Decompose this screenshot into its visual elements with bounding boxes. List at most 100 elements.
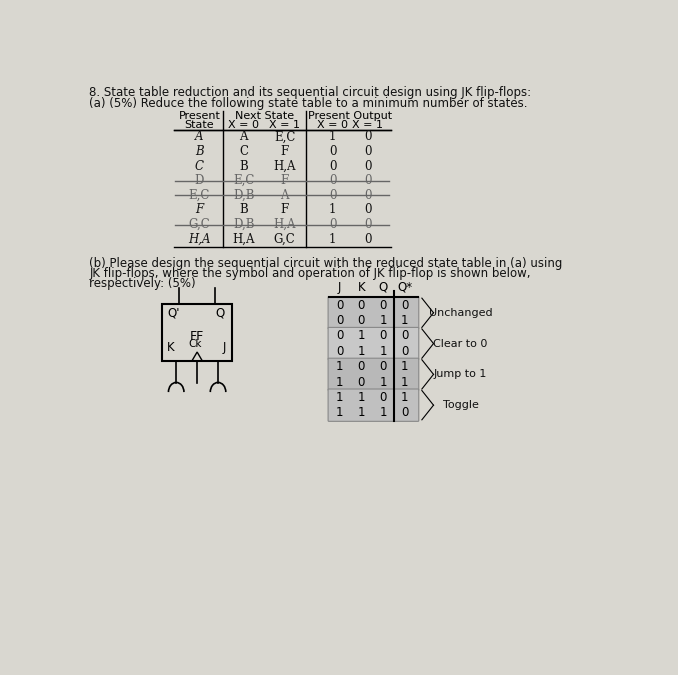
Text: 1: 1 — [380, 314, 387, 327]
Text: C: C — [195, 159, 204, 173]
Text: 0: 0 — [364, 159, 372, 173]
Text: C: C — [239, 145, 248, 158]
Text: (b) Please design the sequential circuit with the reduced state table in (a) usi: (b) Please design the sequential circuit… — [89, 257, 563, 270]
Text: J: J — [338, 281, 342, 294]
Text: 1: 1 — [336, 360, 344, 373]
Text: D,B: D,B — [233, 218, 254, 231]
Text: 1: 1 — [358, 345, 365, 358]
Text: 0: 0 — [380, 360, 387, 373]
Text: 0: 0 — [358, 375, 365, 389]
Text: 1: 1 — [329, 233, 336, 246]
Text: 0: 0 — [380, 329, 387, 342]
Text: 1: 1 — [401, 391, 409, 404]
Text: 0: 0 — [358, 298, 365, 312]
Text: 0: 0 — [364, 203, 372, 217]
Text: State: State — [184, 120, 214, 130]
Text: 0: 0 — [401, 329, 409, 342]
Text: 8. State table reduction and its sequential circuit design using JK flip-flops:: 8. State table reduction and its sequent… — [89, 86, 532, 99]
Text: X = 1: X = 1 — [352, 120, 383, 130]
Text: D: D — [195, 174, 204, 187]
Text: A: A — [281, 189, 289, 202]
Text: 1: 1 — [358, 391, 365, 404]
Text: 0: 0 — [336, 314, 344, 327]
Text: F: F — [195, 203, 203, 217]
FancyBboxPatch shape — [328, 327, 419, 360]
Text: E,C: E,C — [188, 189, 210, 202]
Text: 0: 0 — [364, 233, 372, 246]
Text: FF: FF — [190, 330, 204, 343]
Text: H,A: H,A — [273, 218, 296, 231]
Text: 0: 0 — [364, 174, 372, 187]
Text: B: B — [195, 145, 204, 158]
Text: Q*: Q* — [397, 281, 412, 294]
Text: Present Output: Present Output — [308, 111, 393, 121]
Text: A: A — [239, 130, 248, 143]
Text: 0: 0 — [364, 130, 372, 143]
Text: 0: 0 — [401, 345, 409, 358]
Text: respectively: (5%): respectively: (5%) — [89, 277, 196, 290]
Text: 1: 1 — [380, 375, 387, 389]
Text: F: F — [281, 145, 289, 158]
Text: D,B: D,B — [233, 189, 254, 202]
Text: E,C: E,C — [274, 130, 296, 143]
Text: Q: Q — [378, 281, 388, 294]
Text: 1: 1 — [358, 406, 365, 419]
Text: 0: 0 — [329, 189, 336, 202]
Text: A: A — [195, 130, 203, 143]
Bar — [162, 304, 232, 361]
Text: 0: 0 — [364, 145, 372, 158]
Text: 1: 1 — [401, 314, 409, 327]
Text: Clear to 0: Clear to 0 — [433, 339, 487, 348]
Text: 0: 0 — [401, 298, 409, 312]
Text: J: J — [222, 341, 226, 354]
FancyBboxPatch shape — [328, 358, 419, 391]
Text: X = 1: X = 1 — [269, 120, 300, 130]
Text: Q: Q — [215, 306, 224, 319]
Text: X = 0: X = 0 — [228, 120, 259, 130]
Text: H,A: H,A — [273, 159, 296, 173]
Text: B: B — [239, 203, 248, 217]
Text: 0: 0 — [364, 218, 372, 231]
Text: G,C: G,C — [274, 233, 296, 246]
Text: 0: 0 — [401, 406, 409, 419]
Text: H,A: H,A — [233, 233, 255, 246]
Text: 0: 0 — [336, 329, 344, 342]
Text: Unchanged: Unchanged — [428, 308, 492, 318]
Text: Q': Q' — [167, 306, 180, 319]
Text: 1: 1 — [336, 406, 344, 419]
Text: G,C: G,C — [188, 218, 210, 231]
Text: JK flip-flops, where the symbol and operation of JK flip-flop is shown below,: JK flip-flops, where the symbol and oper… — [89, 267, 531, 280]
Text: (a) (5%) Reduce the following state table to a minimum number of states.: (a) (5%) Reduce the following state tabl… — [89, 97, 528, 110]
Text: B: B — [239, 159, 248, 173]
Text: 0: 0 — [364, 189, 372, 202]
Text: Jump to 1: Jump to 1 — [434, 369, 487, 379]
Text: F: F — [281, 174, 289, 187]
Text: 1: 1 — [380, 345, 387, 358]
Text: 1: 1 — [401, 375, 409, 389]
Text: 1: 1 — [329, 130, 336, 143]
Text: 0: 0 — [336, 298, 344, 312]
Text: E,C: E,C — [233, 174, 254, 187]
Text: Next State: Next State — [235, 111, 294, 121]
Text: X = 0: X = 0 — [317, 120, 348, 130]
Text: 1: 1 — [358, 329, 365, 342]
Text: 0: 0 — [358, 314, 365, 327]
Text: 1: 1 — [336, 391, 344, 404]
Text: 1: 1 — [336, 375, 344, 389]
Text: 1: 1 — [329, 203, 336, 217]
Text: K: K — [357, 281, 365, 294]
Text: 1: 1 — [380, 406, 387, 419]
Text: 0: 0 — [336, 345, 344, 358]
Text: K: K — [167, 341, 174, 354]
Text: 0: 0 — [358, 360, 365, 373]
Text: Ck: Ck — [189, 340, 202, 350]
Text: 0: 0 — [329, 174, 336, 187]
Text: Present: Present — [178, 111, 220, 121]
FancyBboxPatch shape — [328, 296, 419, 329]
Text: 0: 0 — [329, 145, 336, 158]
Text: 0: 0 — [380, 298, 387, 312]
Text: 1: 1 — [401, 360, 409, 373]
Text: 0: 0 — [329, 218, 336, 231]
Text: 0: 0 — [329, 159, 336, 173]
FancyBboxPatch shape — [328, 389, 419, 421]
